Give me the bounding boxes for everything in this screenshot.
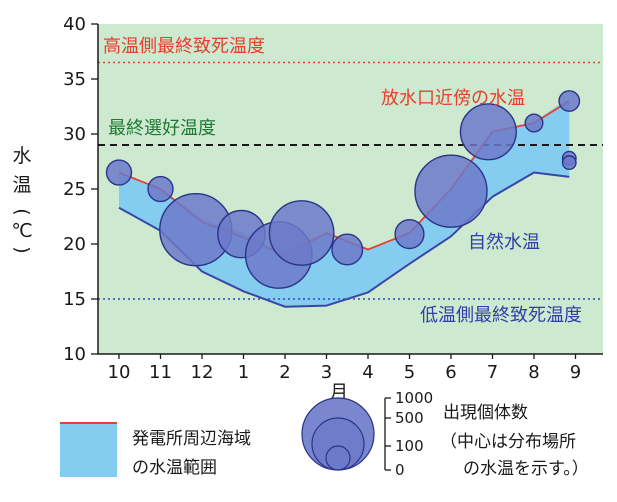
legend-band-swatch	[60, 423, 117, 477]
legend-band-label-line2: の水温範囲	[132, 458, 217, 478]
y-title-char-4: )	[11, 246, 33, 253]
x-tick-label-5: 5	[404, 362, 415, 383]
y-axis: 10 15 20 25 30 35 40	[63, 14, 99, 365]
bubble-5	[268, 200, 335, 266]
reference-lines	[98, 61, 603, 300]
y-tick-label-30: 30	[63, 124, 86, 145]
bubble-13	[561, 155, 577, 171]
x-tick-label-8: 8	[528, 362, 539, 383]
y-tick-label-35: 35	[63, 69, 86, 90]
y-title-char-0: 水	[12, 145, 31, 167]
bubble-1	[147, 175, 174, 203]
y-tick-label-10: 10	[63, 344, 86, 365]
bubble-6	[331, 233, 364, 266]
y-title-char-2: (	[11, 208, 33, 215]
legend-bubble-100	[325, 445, 351, 471]
legend-bubbles	[301, 397, 375, 471]
x-axis: 10 11 12 1 2 3 4 5 6 7 8 9	[98, 353, 603, 383]
water-temp-label: 放水口近傍の水温	[381, 88, 525, 109]
legend-scale-label-0: 0	[395, 461, 405, 479]
lower-lethal-label: 低温側最終致死温度	[420, 305, 582, 326]
natural-temp-label: 自然水温	[468, 232, 540, 253]
legend-scale-label-1000: 1000	[395, 389, 433, 407]
y-title-char-3: ℃	[11, 220, 32, 242]
bubble-11	[558, 90, 581, 112]
x-tick-label-4: 4	[362, 362, 373, 383]
legend-bubble-note-line1: （中心は分布場所	[440, 432, 576, 452]
legend-bubble-title: 出現個体数	[443, 403, 528, 423]
legend-band-label-line1: 発電所周辺海域	[132, 429, 251, 449]
bubble-layer	[105, 90, 581, 289]
x-tick-label-1: 1	[238, 362, 249, 383]
x-tick-label-6: 6	[445, 362, 456, 383]
y-axis-title: 水温 ( ℃)	[11, 145, 33, 254]
preferred-temp-label: 最終選好温度	[108, 118, 216, 139]
bubble-10	[524, 113, 544, 133]
upper-lethal-label: 高温側最終致死温度	[103, 36, 265, 57]
legend-scale-label-100: 100	[395, 437, 424, 455]
bubble-0	[105, 159, 133, 186]
bubble-9	[459, 103, 517, 161]
y-tick-label-25: 25	[63, 179, 86, 200]
x-tick-label-3: 3	[321, 362, 332, 383]
x-tick-label-10: 10	[108, 362, 131, 383]
x-tick-label-7: 7	[487, 362, 498, 383]
bubble-7	[394, 219, 425, 250]
x-tick-label-9: 9	[570, 362, 581, 383]
bubble-8	[414, 154, 488, 228]
y-tick-label-20: 20	[63, 234, 86, 255]
x-tick-label-2: 2	[279, 362, 290, 383]
y-tick-label-40: 40	[63, 14, 86, 35]
x-tick-label-11: 11	[149, 362, 172, 383]
y-tick-label-15: 15	[63, 289, 86, 310]
y-title-char-1: 温	[12, 174, 31, 196]
x-tick-label-12: 12	[191, 362, 214, 383]
legend-bubble-note-line2: の水温を示す。）	[463, 459, 589, 479]
legend-scale-label-500: 500	[395, 409, 424, 427]
